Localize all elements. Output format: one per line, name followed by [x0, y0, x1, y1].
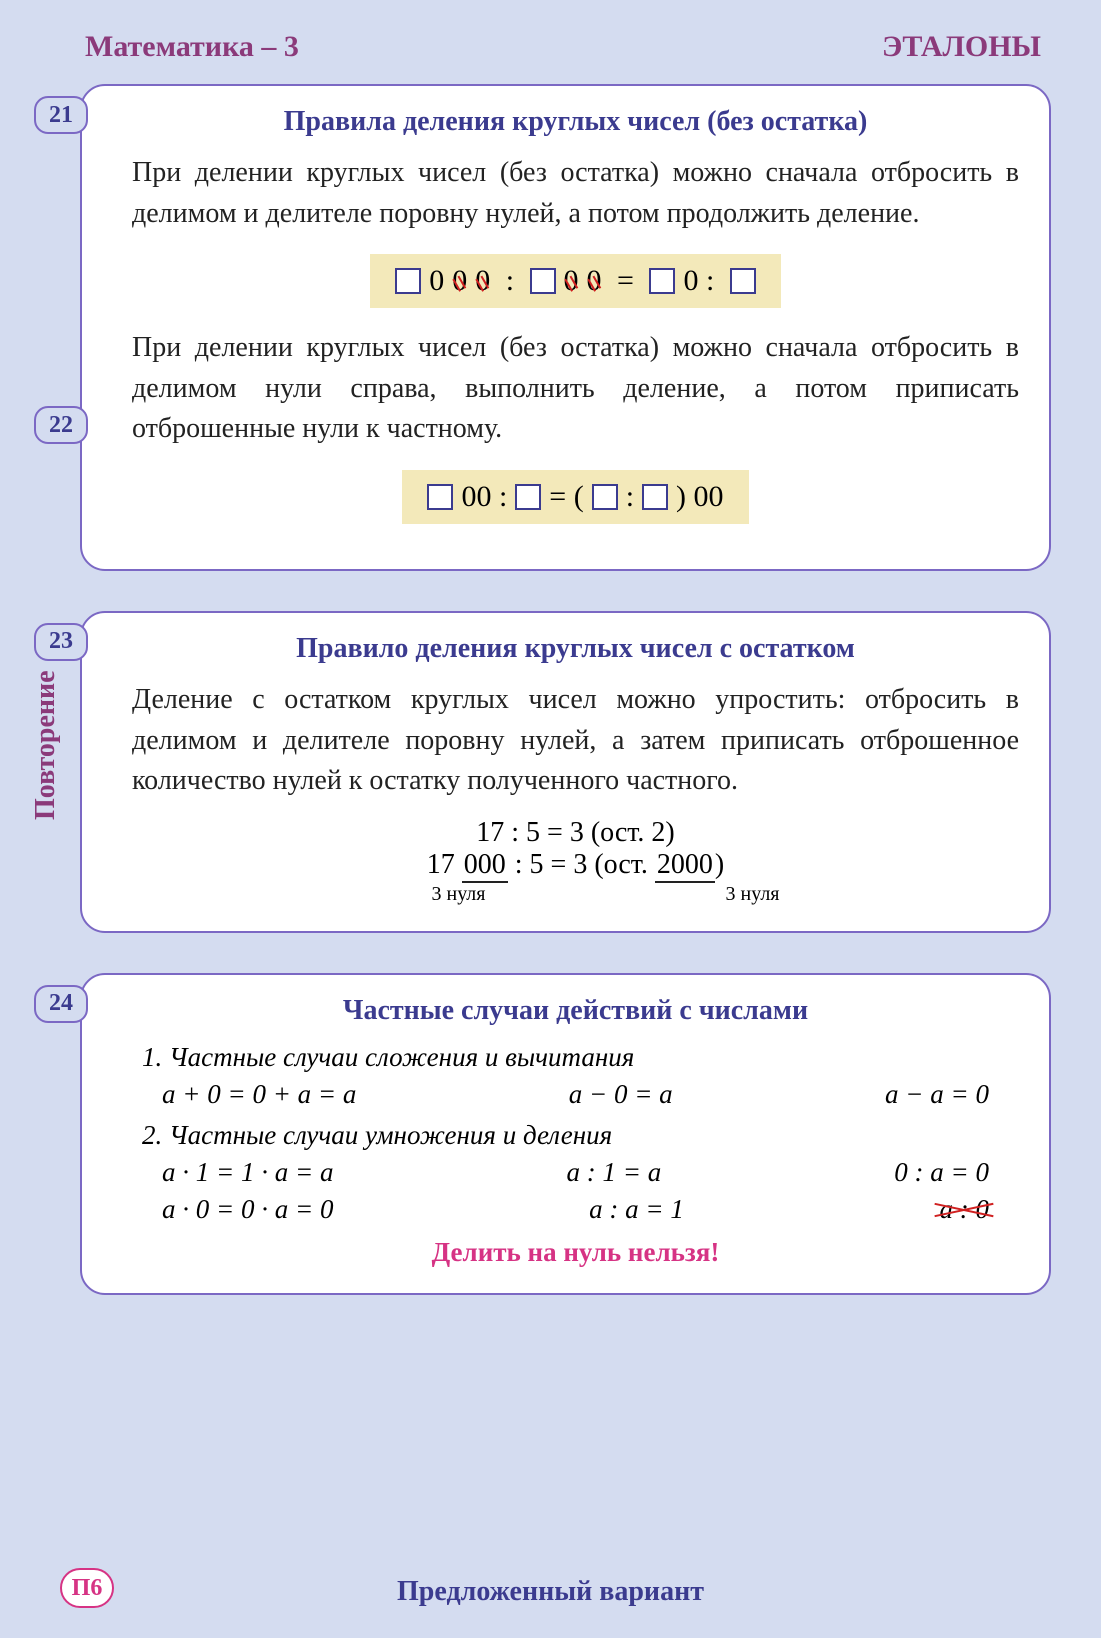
equation-row-2: a · 1 = 1 · a = a a : 1 = a 0 : a = 0 [142, 1157, 1009, 1188]
equation-row-1: a + 0 = 0 + a = a a − 0 = a a − a = 0 [142, 1079, 1009, 1110]
equation-row-3: a · 0 = 0 · a = 0 a : a = 1 a : 0 [142, 1194, 1009, 1225]
card-21-22: 21 Правила деления круглых чисел (без ос… [80, 84, 1051, 571]
badge-21: 21 [34, 96, 88, 134]
eq: 0 : a = 0 [894, 1157, 989, 1188]
annotation: 3 нуля [431, 883, 485, 906]
crossed-zero: 0 [564, 264, 579, 298]
eq: a · 0 = 0 · a = 0 [162, 1194, 333, 1225]
footer-text: Предложенный вариант [397, 1576, 704, 1607]
formula-text: : [626, 480, 634, 514]
page-number-badge: П6 [60, 1568, 114, 1608]
formula-text: 0 : [683, 264, 721, 298]
box-icon [592, 484, 618, 510]
badge-23: 23 [34, 623, 88, 661]
card3-title: Частные случаи действий с числами [132, 995, 1019, 1027]
content-area: 21 Правила деления круглых чисел (без ос… [0, 84, 1101, 1295]
crossed-zero: 0 [475, 264, 490, 298]
formula-21: 0 0 0 : 0 0 = 0 : [370, 254, 781, 308]
formula-text: 0 [429, 264, 444, 298]
eq: a : 1 = a [567, 1157, 662, 1188]
page: Математика – 3 ЭТАЛОНЫ Повторение 21 Пра… [0, 0, 1101, 1638]
formula-text: ) 00 [676, 480, 724, 514]
badge-22: 22 [34, 406, 88, 444]
header-right: ЭТАЛОНЫ [882, 30, 1041, 64]
crossed-zero: 0 [587, 264, 602, 298]
eq: a : a = 1 [589, 1194, 684, 1225]
card2-title: Правило деления круглых чисел с остатком [132, 633, 1019, 665]
eq-text: : 5 = 3 (ост. [508, 849, 655, 880]
eq-text: ) [715, 849, 724, 880]
formula-text: : [498, 264, 521, 298]
formula-text: 00 : [461, 480, 507, 514]
box-icon [395, 268, 421, 294]
card2-text: Деление с остатком круглых чисел можно у… [132, 680, 1019, 802]
math-example: 17 : 5 = 3 (ост. 2) 17 000 : 5 = 3 (ост.… [132, 817, 1019, 906]
equation-2: 17 000 : 5 = 3 (ост. 2000) [132, 849, 1019, 883]
annotation-row: 3 нуля 3 нуля [132, 883, 1019, 906]
card1-text2: При делении круглых чисел (без остатка) … [132, 328, 1019, 450]
box-icon [642, 484, 668, 510]
box-icon [730, 268, 756, 294]
page-footer: П6 Предложенный вариант [0, 1576, 1101, 1608]
card1-title: Правила деления круглых чисел (без остат… [132, 106, 1019, 138]
formula-text: = ( [549, 480, 583, 514]
eq: a − a = 0 [885, 1079, 989, 1110]
warning-text: Делить на нуль нельзя! [132, 1237, 1019, 1268]
eq-crossed: a : 0 [939, 1194, 989, 1225]
underlined-zeros: 000 [462, 849, 508, 883]
box-icon [427, 484, 453, 510]
card1-text1: При делении круглых чисел (без остатка) … [132, 153, 1019, 234]
equation-1: 17 : 5 = 3 (ост. 2) [132, 817, 1019, 849]
sidebar-label: Повторение [30, 670, 62, 820]
card-24: 24 Частные случаи действий с числами 1. … [80, 973, 1051, 1295]
badge-24: 24 [34, 985, 88, 1023]
formula-text: = [610, 264, 642, 298]
box-icon [649, 268, 675, 294]
card-23: 23 Правило деления круглых чисел с остат… [80, 611, 1051, 933]
page-header: Математика – 3 ЭТАЛОНЫ [0, 0, 1101, 84]
box-icon [515, 484, 541, 510]
subheading-1: 1. Частные случаи сложения и вычитания [142, 1042, 1019, 1073]
eq-text: 17 [427, 849, 462, 880]
eq: a + 0 = 0 + a = a [162, 1079, 356, 1110]
crossed-zero: 0 [452, 264, 467, 298]
underlined-zeros: 2000 [655, 849, 715, 883]
formula-22: 00 : = ( : ) 00 [402, 470, 748, 524]
box-icon [530, 268, 556, 294]
subheading-2: 2. Частные случаи умножения и деления [142, 1120, 1019, 1151]
eq: a − 0 = a [569, 1079, 673, 1110]
eq: a · 1 = 1 · a = a [162, 1157, 333, 1188]
header-left: Математика – 3 [85, 30, 299, 64]
annotation: 3 нуля [726, 883, 780, 906]
